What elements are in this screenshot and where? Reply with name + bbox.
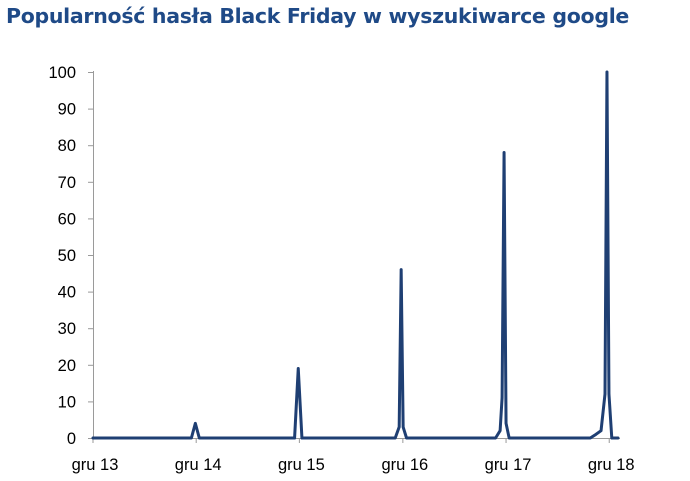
data-point (616, 436, 620, 440)
data-point (293, 436, 296, 440)
y-tick-label: 70 (58, 174, 76, 192)
y-tick-label: 10 (58, 393, 76, 411)
data-point (194, 422, 197, 425)
y-tick-label: 20 (58, 357, 76, 375)
x-axis: gru 13 gru 14 gru 15 gru 16 gru 17 gru 18 (72, 438, 635, 474)
data-point (504, 422, 508, 425)
y-tick-label: 40 (58, 284, 76, 302)
data-point (599, 429, 603, 432)
x-tick-label: gru 13 (72, 456, 119, 474)
data-point (394, 436, 397, 440)
y-tick-label: 80 (58, 137, 76, 155)
y-axis: 0 10 20 30 40 50 60 70 80 90 100 (48, 64, 93, 448)
x-tick-label: gru 16 (381, 456, 428, 474)
data-point (401, 425, 405, 429)
data-point (610, 436, 613, 440)
data-point (498, 429, 502, 432)
data-point (190, 436, 193, 440)
y-tick-label: 60 (58, 210, 76, 228)
y-tick-label: 30 (58, 320, 76, 338)
y-tick-label: 100 (48, 64, 76, 82)
x-tick-label: gru 14 (175, 456, 222, 474)
data-point (500, 396, 504, 399)
y-tick-label: 90 (58, 101, 76, 119)
data-point (297, 367, 300, 370)
data-point (607, 392, 611, 396)
data-point (405, 436, 408, 440)
data-point (494, 436, 497, 440)
y-tick-label: 50 (58, 247, 76, 265)
data-point (397, 425, 401, 429)
series-layer (91, 70, 620, 440)
chart-title: Popularność hasła Black Friday w wyszuki… (6, 4, 630, 28)
y-tick-label: 0 (67, 430, 76, 448)
x-tick-label: gru 18 (588, 456, 635, 474)
data-point (603, 392, 607, 396)
data-point (589, 436, 592, 440)
data-point (605, 70, 609, 74)
series-line (91, 70, 620, 440)
data-point (198, 436, 201, 440)
data-point (399, 268, 403, 271)
data-point (300, 436, 304, 440)
data-point (91, 436, 95, 440)
data-point (594, 433, 598, 436)
data-point (502, 151, 506, 154)
x-tick-label: gru 15 (278, 456, 325, 474)
data-point (507, 436, 511, 440)
x-tick-label: gru 17 (485, 456, 532, 474)
